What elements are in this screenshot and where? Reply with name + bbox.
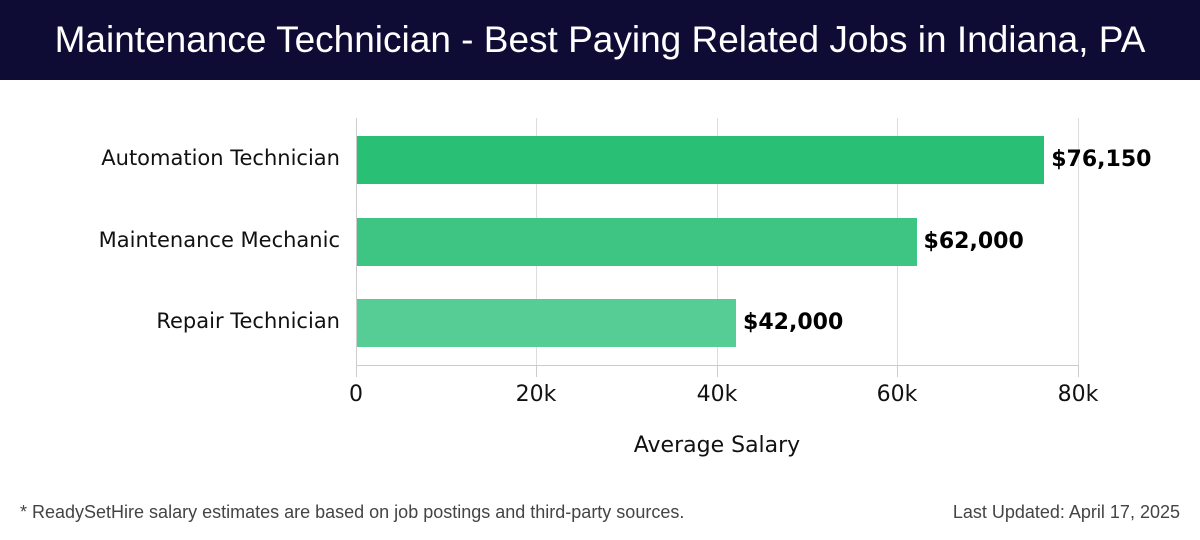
x-tick [717,365,718,377]
category-label: Automation Technician [101,146,340,170]
x-axis-title: Average Salary [633,433,801,458]
footnote: * ReadySetHire salary estimates are base… [20,502,685,522]
x-tick-label: 40k [696,382,738,407]
x-tick [536,365,537,377]
last-updated: Last Updated: April 17, 2025 [952,502,1180,522]
bar-repair-technician [357,299,737,347]
x-tick-label: 60k [876,382,918,407]
bar-automation-technician [357,136,1045,184]
x-tick [356,365,357,377]
value-label: $62,000 [923,229,1024,254]
bar-maintenance-mechanic [357,218,917,266]
x-tick-label: 0 [349,382,363,407]
title-banner: Maintenance Technician - Best Paying Rel… [0,0,1200,80]
category-label: Maintenance Mechanic [98,228,340,252]
x-tick [1078,365,1079,377]
chart-title: Maintenance Technician - Best Paying Rel… [54,19,1146,60]
gridline-80k [1078,118,1079,366]
x-tick [897,365,898,377]
x-tick-label: 20k [515,382,557,407]
category-label: Repair Technician [156,309,340,333]
value-label: $76,150 [1051,147,1152,172]
value-label: $42,000 [743,310,844,335]
y-axis-line [356,118,357,366]
x-tick-label: 80k [1057,382,1099,407]
